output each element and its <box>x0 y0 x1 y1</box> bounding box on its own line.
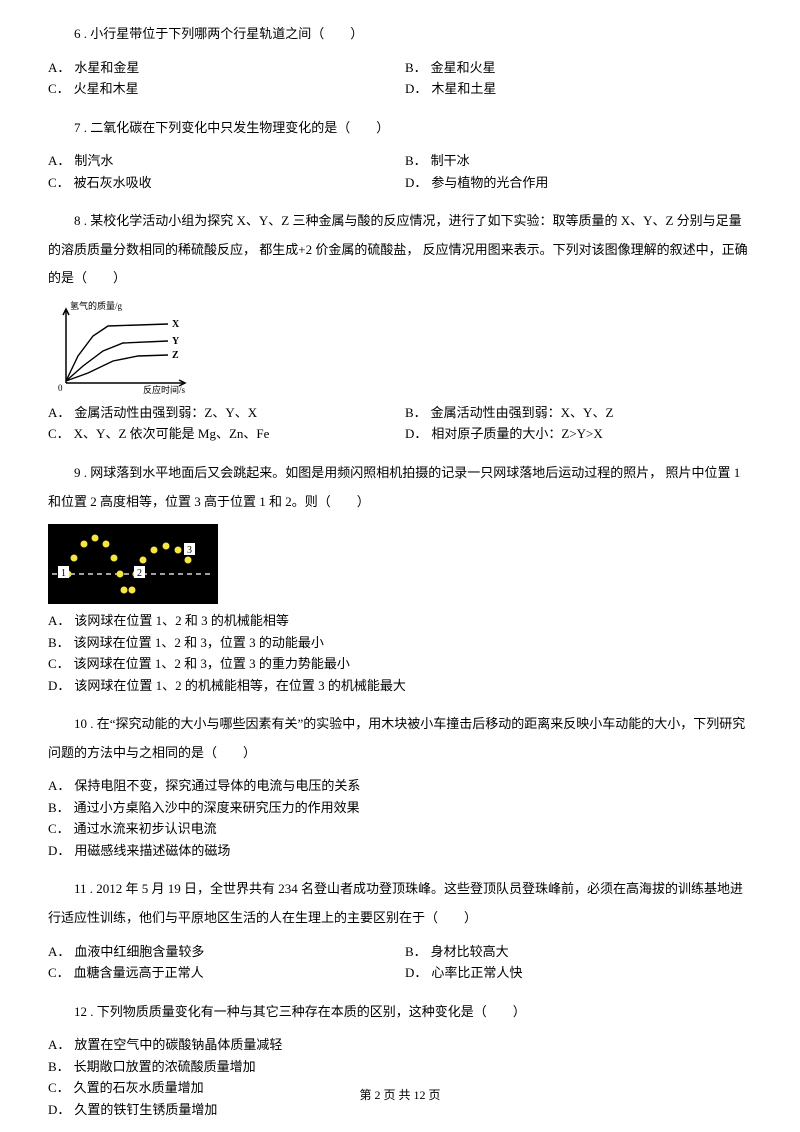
question-8: 8 . 某校化学活动小组为探究 X、Y、Z 三种金属与酸的反应情况，进行了如下实… <box>48 207 752 445</box>
q9-opt-a: A．该网球在位置 1、2 和 3 的机械能相等 <box>48 610 752 632</box>
q8-opt-b: B．金属活动性由强到弱：X、Y、Z <box>405 402 752 424</box>
q12-options: A．放置在空气中的碳酸钠晶体质量减轻 B．长期敞口放置的浓硫酸质量增加 C．久置… <box>48 1034 752 1120</box>
q6-opt-a: A．水星和金星 <box>48 57 395 79</box>
q10-opt-a: A．保持电阻不变，探究通过导体的电流与电压的关系 <box>48 775 752 797</box>
q11-opt-d: D．心率比正常人快 <box>405 962 752 984</box>
q9-options: A．该网球在位置 1、2 和 3 的机械能相等 B．该网球在位置 1、2 和 3… <box>48 610 752 696</box>
q9-opt-c: C．该网球在位置 1、2 和 3，位置 3 的重力势能最小 <box>48 653 752 675</box>
graph-x-label: 反应时间/s <box>143 384 186 395</box>
question-9: 9 . 网球落到水平地面后又会跳起来。如图是用频闪照相机拍摄的记录一只网球落地后… <box>48 459 752 696</box>
metals-reaction-graph: 氢气的质量/g 反应时间/s 0 X Y Z <box>48 301 198 396</box>
page-footer: 第 2 页 共 12 页 <box>0 1086 800 1104</box>
q11-opt-b: B．身材比较高大 <box>405 941 752 963</box>
q7-opt-d: D．参与植物的光合作用 <box>405 172 752 194</box>
q12-opt-b: B．长期敞口放置的浓硫酸质量增加 <box>48 1056 752 1078</box>
q10-opt-d: D．用磁感线来描述磁体的磁场 <box>48 840 752 862</box>
svg-text:2: 2 <box>137 568 142 579</box>
q8-opt-d: D．相对原子质量的大小：Z>Y>X <box>405 423 752 445</box>
q8-stem: 8 . 某校化学活动小组为探究 X、Y、Z 三种金属与酸的反应情况，进行了如下实… <box>48 207 752 293</box>
q6-options: A．水星和金星 B．金星和火星 C．火星和木星 D．木星和土星 <box>48 57 752 100</box>
question-10: 10 . 在“探究动能的大小与哪些因素有关”的实验中，用木块被小车撞击后移动的距… <box>48 710 752 861</box>
q9-stem: 9 . 网球落到水平地面后又会跳起来。如图是用频闪照相机拍摄的记录一只网球落地后… <box>48 459 752 516</box>
q10-options: A．保持电阻不变，探究通过导体的电流与电压的关系 B．通过小方桌陷入沙中的深度来… <box>48 775 752 861</box>
graph-origin: 0 <box>58 383 63 393</box>
question-11: 11 . 2012 年 5 月 19 日，全世界共有 234 名登山者成功登顶珠… <box>48 875 752 983</box>
svg-text:1: 1 <box>61 568 66 579</box>
tennis-ball-strobe-image: 1 2 3 <box>48 524 218 604</box>
question-6: 6 . 小行星带位于下列哪两个行星轨道之间（ ） A．水星和金星 B．金星和火星… <box>48 20 752 100</box>
q9-opt-d: D．该网球在位置 1、2 的机械能相等，在位置 3 的机械能最大 <box>48 675 752 697</box>
q10-stem: 10 . 在“探究动能的大小与哪些因素有关”的实验中，用木块被小车撞击后移动的距… <box>48 710 752 767</box>
q7-opt-c: C．被石灰水吸收 <box>48 172 395 194</box>
q11-opt-a: A．血液中红细胞含量较多 <box>48 941 395 963</box>
svg-text:3: 3 <box>187 545 192 556</box>
graph-y-label: 氢气的质量/g <box>70 301 123 311</box>
page-total: 12 <box>414 1088 426 1102</box>
q9-graph: 1 2 3 <box>48 524 752 604</box>
q9-opt-b: B．该网球在位置 1、2 和 3，位置 3 的动能最小 <box>48 632 752 654</box>
q8-opt-a: A．金属活动性由强到弱：Z、Y、X <box>48 402 395 424</box>
q6-opt-c: C．火星和木星 <box>48 78 395 100</box>
q12-opt-a: A．放置在空气中的碳酸钠晶体质量减轻 <box>48 1034 752 1056</box>
q8-options: A．金属活动性由强到弱：Z、Y、X B．金属活动性由强到弱：X、Y、Z C．X、… <box>48 402 752 445</box>
q6-opt-d: D．木星和土星 <box>405 78 752 100</box>
q10-opt-b: B．通过小方桌陷入沙中的深度来研究压力的作用效果 <box>48 797 752 819</box>
q11-options: A．血液中红细胞含量较多 B．身材比较高大 C．血糖含量远高于正常人 D．心率比… <box>48 941 752 984</box>
svg-text:Y: Y <box>172 336 180 347</box>
q8-graph: 氢气的质量/g 反应时间/s 0 X Y Z <box>48 301 752 396</box>
q7-options: A．制汽水 B．制干冰 C．被石灰水吸收 D．参与植物的光合作用 <box>48 150 752 193</box>
question-7: 7 . 二氧化碳在下列变化中只发生物理变化的是（ ） A．制汽水 B．制干冰 C… <box>48 114 752 194</box>
q10-opt-c: C．通过水流来初步认识电流 <box>48 818 752 840</box>
q6-opt-b: B．金星和火星 <box>405 57 752 79</box>
q8-opt-c: C．X、Y、Z 依次可能是 Mg、Zn、Fe <box>48 423 395 445</box>
q7-opt-a: A．制汽水 <box>48 150 395 172</box>
q7-opt-b: B．制干冰 <box>405 150 752 172</box>
q12-stem: 12 . 下列物质质量变化有一种与其它三种存在本质的区别，这种变化是（ ） <box>48 998 752 1027</box>
q7-stem: 7 . 二氧化碳在下列变化中只发生物理变化的是（ ） <box>48 114 752 143</box>
svg-text:Z: Z <box>172 350 179 361</box>
q11-opt-c: C．血糖含量远高于正常人 <box>48 962 395 984</box>
q11-stem: 11 . 2012 年 5 月 19 日，全世界共有 234 名登山者成功登顶珠… <box>48 875 752 932</box>
svg-text:X: X <box>172 319 180 330</box>
q6-stem: 6 . 小行星带位于下列哪两个行星轨道之间（ ） <box>48 20 752 49</box>
